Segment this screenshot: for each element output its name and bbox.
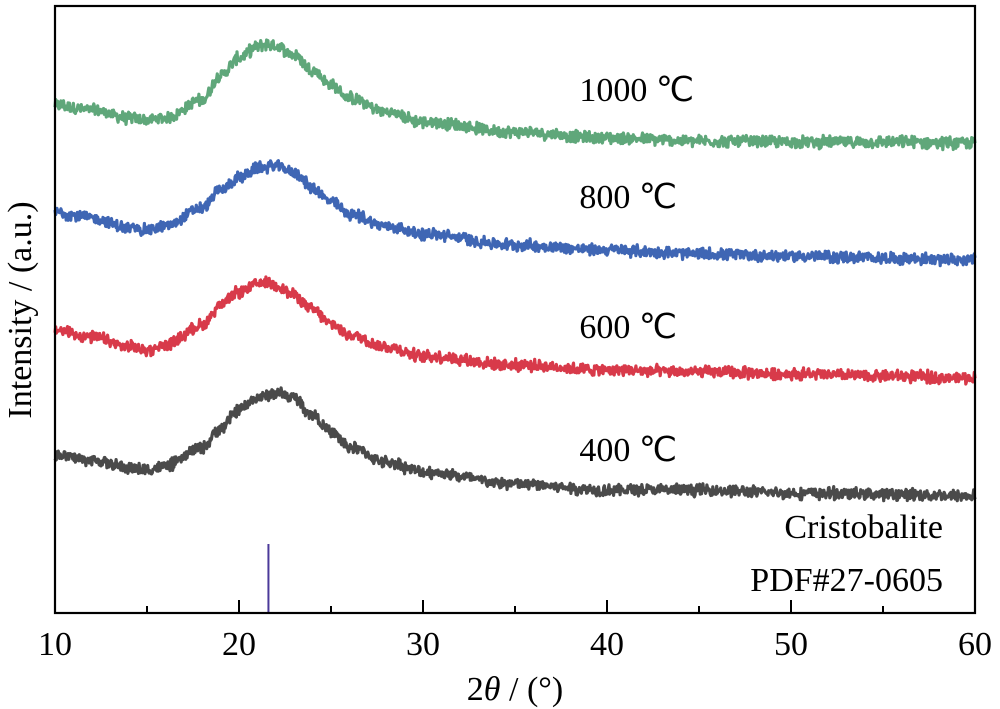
x-axis-title-symbol: θ [484, 671, 501, 708]
series-400c [53, 386, 977, 503]
series-label: 600 ℃ [579, 309, 677, 346]
x-tick-label: 50 [774, 626, 808, 663]
reference-card-label: PDF#27-0605 [750, 562, 943, 599]
x-axis-title: 2θ / (°) [467, 671, 563, 708]
series-label: 800 ℃ [579, 179, 677, 216]
series-layer [53, 38, 977, 503]
reference-phase-label: Cristobalite [784, 509, 943, 546]
series-800c [53, 159, 977, 268]
series-line [53, 38, 977, 152]
y-axis-title: Intensity / (a.u.) [2, 201, 39, 418]
x-axis-tick-labels: 10 20 30 40 50 60 [38, 626, 992, 663]
x-axis-title-suffix: / (°) [501, 671, 564, 708]
series-line [53, 386, 977, 503]
x-tick-label: 20 [222, 626, 256, 663]
series-label: 400 ℃ [579, 432, 677, 469]
x-tick-label: 30 [406, 626, 440, 663]
x-tick-label: 40 [590, 626, 624, 663]
x-axis-ticks [54, 600, 976, 613]
series-600c [53, 275, 977, 386]
x-tick-label: 60 [958, 626, 992, 663]
series-line [53, 275, 977, 386]
x-axis-title-prefix: 2 [467, 671, 484, 708]
series-line [53, 159, 977, 268]
series-1000c [53, 38, 977, 152]
series-label: 1000 ℃ [579, 72, 694, 109]
x-tick-label: 10 [38, 626, 72, 663]
series-labels: 1000 ℃ 800 ℃ 600 ℃ 400 ℃ [579, 72, 694, 469]
